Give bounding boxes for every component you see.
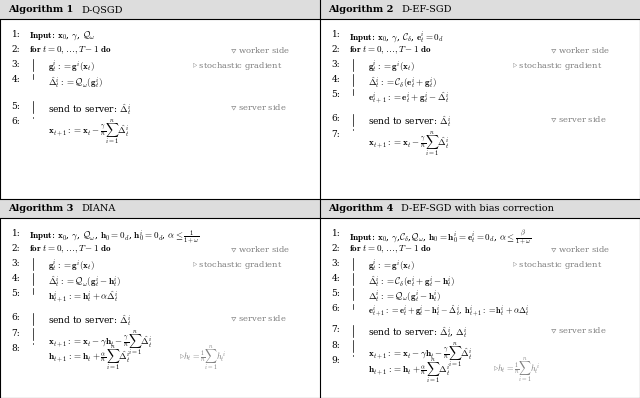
Text: $\mathbf{g}_t^i := \mathbf{g}^i(\mathbf{x}_t)$: $\mathbf{g}_t^i := \mathbf{g}^i(\mathbf{… bbox=[368, 60, 415, 76]
Text: 4:: 4: bbox=[332, 75, 340, 84]
Text: $\mathbf{e}_{t+1}^i := \mathbf{e}_t^i + \mathbf{g}_t^i - \hat{\Delta}_t^i$: $\mathbf{e}_{t+1}^i := \mathbf{e}_t^i + … bbox=[368, 90, 449, 105]
Text: $\mathbf{for}$ $t = 0,\ldots,T-1$ $\mathbf{do}$: $\mathbf{for}$ $t = 0,\ldots,T-1$ $\math… bbox=[29, 45, 112, 56]
Text: $\mathbf{e}_{t+1}^i := \mathbf{e}_t^i + \mathbf{g}_t^i - \mathbf{h}_t^i - \hat{\: $\mathbf{e}_{t+1}^i := \mathbf{e}_t^i + … bbox=[368, 304, 529, 320]
Text: 2:: 2: bbox=[12, 45, 20, 54]
Text: $\mathbf{h}_{t+1} := \mathbf{h}_t + \frac{\alpha}{n}\sum_{i=1}^n \hat{\Delta}_t^: $\mathbf{h}_{t+1} := \mathbf{h}_t + \fra… bbox=[48, 343, 131, 373]
Text: $\triangledown$ worker side: $\triangledown$ worker side bbox=[230, 45, 291, 55]
Text: 1:: 1: bbox=[332, 30, 340, 39]
Text: $\triangleright$ stochastic gradient: $\triangleright$ stochastic gradient bbox=[192, 259, 282, 271]
Text: 5:: 5: bbox=[12, 102, 20, 111]
Text: $\mathbf{Input}$: $\mathbf{x}_0$, $\gamma$, $\mathcal{C}_\delta$, $\mathbf{e}_t^: $\mathbf{Input}$: $\mathbf{x}_0$, $\gamm… bbox=[349, 30, 444, 45]
Text: 4:: 4: bbox=[12, 274, 20, 283]
Bar bbox=[0, 0, 320, 19]
Text: send to server: $\hat{\Delta}_t^i$: send to server: $\hat{\Delta}_t^i$ bbox=[48, 102, 131, 117]
Text: $\triangleright h_t = \frac{1}{n}\sum_{i=1}^n h_t^i$: $\triangleright h_t = \frac{1}{n}\sum_{i… bbox=[179, 343, 226, 372]
Text: $\hat{\Delta}_t^i := \mathcal{Q}_\omega(\mathbf{g}_t^i - \mathbf{h}_t^i)$: $\hat{\Delta}_t^i := \mathcal{Q}_\omega(… bbox=[48, 274, 121, 289]
Text: Algorithm 3: Algorithm 3 bbox=[8, 204, 73, 213]
Text: $\mathbf{Input}$: $\mathbf{x}_0$, $\gamma$,$\mathcal{C}_\delta$,$\mathcal{Q}_\om: $\mathbf{Input}$: $\mathbf{x}_0$, $\gamm… bbox=[349, 229, 531, 247]
Text: $\mathbf{g}_t^i := \mathbf{g}^i(\mathbf{x}_t)$: $\mathbf{g}_t^i := \mathbf{g}^i(\mathbf{… bbox=[48, 259, 95, 275]
Text: $\mathbf{x}_{t+1} := \mathbf{x}_t - \frac{\gamma}{n}\sum_{i=1}^n \hat{\Delta}_t^: $\mathbf{x}_{t+1} := \mathbf{x}_t - \fra… bbox=[368, 129, 450, 158]
Text: 6:: 6: bbox=[12, 313, 20, 322]
Text: 4:: 4: bbox=[332, 274, 340, 283]
Text: $\triangledown$ worker side: $\triangledown$ worker side bbox=[230, 244, 291, 254]
Bar bbox=[320, 199, 640, 218]
Text: $\mathbf{h}_{t+1}^i := \mathbf{h}_t^i + \alpha\hat{\Delta}_t^i$: $\mathbf{h}_{t+1}^i := \mathbf{h}_t^i + … bbox=[48, 289, 118, 304]
Text: $\mathbf{g}_t^i := \mathbf{g}^i(\mathbf{x}_t)$: $\mathbf{g}_t^i := \mathbf{g}^i(\mathbf{… bbox=[48, 60, 95, 76]
Text: 5:: 5: bbox=[332, 289, 340, 298]
Text: $\mathbf{h}_{t+1} := \mathbf{h}_t + \frac{\alpha}{n}\sum_{i=1}^n \Delta_t^i$: $\mathbf{h}_{t+1} := \mathbf{h}_t + \fra… bbox=[368, 356, 451, 384]
Text: 1:: 1: bbox=[332, 229, 340, 238]
Text: $\triangleright$ stochastic gradient: $\triangleright$ stochastic gradient bbox=[512, 259, 602, 271]
Text: 1:: 1: bbox=[12, 30, 20, 39]
Text: D-EF-SGD with bias correction: D-EF-SGD with bias correction bbox=[401, 204, 554, 213]
Text: $\mathbf{Input}$: $\mathbf{x}_0$, $\gamma$, $\mathcal{Q}_\omega$: $\mathbf{Input}$: $\mathbf{x}_0$, $\gamm… bbox=[29, 30, 95, 42]
Text: $\triangledown$ server side: $\triangledown$ server side bbox=[230, 102, 287, 112]
Text: 1:: 1: bbox=[12, 229, 20, 238]
Text: send to server: $\hat{\Delta}_t^i$: send to server: $\hat{\Delta}_t^i$ bbox=[48, 313, 131, 328]
Text: 8:: 8: bbox=[12, 343, 20, 353]
Text: DIANA: DIANA bbox=[81, 204, 116, 213]
Text: $\triangledown$ worker side: $\triangledown$ worker side bbox=[550, 244, 611, 254]
Text: $\mathbf{x}_{t+1} := \mathbf{x}_t - \gamma\mathbf{h}_t - \frac{\gamma}{n}\sum_{i: $\mathbf{x}_{t+1} := \mathbf{x}_t - \gam… bbox=[48, 328, 153, 357]
Text: $\hat{\Delta}_t^i := \mathcal{C}_\delta(\mathbf{e}_t^i + \mathbf{g}_t^i)$: $\hat{\Delta}_t^i := \mathcal{C}_\delta(… bbox=[368, 75, 436, 90]
Text: $\mathbf{x}_{t+1} := \mathbf{x}_t - \frac{\gamma}{n}\sum_{i=1}^n \hat{\Delta}_t^: $\mathbf{x}_{t+1} := \mathbf{x}_t - \fra… bbox=[48, 117, 130, 146]
Text: send to server: $\hat{\Delta}_t^i$: send to server: $\hat{\Delta}_t^i$ bbox=[368, 114, 451, 129]
Text: $\triangleright$ stochastic gradient: $\triangleright$ stochastic gradient bbox=[192, 60, 282, 72]
Text: Algorithm 4: Algorithm 4 bbox=[328, 204, 393, 213]
Text: $\mathbf{x}_{t+1} := \mathbf{x}_t - \gamma\mathbf{h}_t - \frac{\gamma}{n}\sum_{i: $\mathbf{x}_{t+1} := \mathbf{x}_t - \gam… bbox=[368, 341, 473, 369]
Text: 5:: 5: bbox=[332, 90, 340, 99]
Text: $\mathbf{for}$ $t = 0,\ldots,T-1$ $\mathbf{do}$: $\mathbf{for}$ $t = 0,\ldots,T-1$ $\math… bbox=[349, 45, 432, 56]
Text: 6:: 6: bbox=[332, 304, 340, 313]
Text: 5:: 5: bbox=[12, 289, 20, 298]
Text: 2:: 2: bbox=[332, 45, 340, 54]
Text: $\hat{\Delta}_t^i := \mathcal{C}_\delta(\mathbf{e}_t^i + \mathbf{g}_t^i - \mathb: $\hat{\Delta}_t^i := \mathcal{C}_\delta(… bbox=[368, 274, 455, 289]
Text: $\mathbf{Input}$: $\mathbf{x}_0$, $\gamma$, $\mathcal{Q}_\omega$, $\mathbf{h}_0 : $\mathbf{Input}$: $\mathbf{x}_0$, $\gamm… bbox=[29, 229, 200, 246]
Text: 7:: 7: bbox=[332, 326, 340, 334]
Text: $\triangledown$ worker side: $\triangledown$ worker side bbox=[550, 45, 611, 55]
Text: $\triangleright h_t = \frac{1}{n}\sum_{i=1}^n h_t^i$: $\triangleright h_t = \frac{1}{n}\sum_{i… bbox=[493, 356, 540, 384]
Text: 9:: 9: bbox=[332, 356, 340, 365]
Text: $\triangledown$ server side: $\triangledown$ server side bbox=[230, 313, 287, 323]
Text: send to server: $\hat{\Delta}_t^i$, $\Delta_t^i$: send to server: $\hat{\Delta}_t^i$, $\De… bbox=[368, 326, 468, 340]
Bar bbox=[0, 199, 320, 218]
Text: 3:: 3: bbox=[12, 259, 20, 268]
Text: $\triangledown$ server side: $\triangledown$ server side bbox=[550, 114, 607, 124]
Text: $\mathbf{g}_t^i := \mathbf{g}^i(\mathbf{x}_t)$: $\mathbf{g}_t^i := \mathbf{g}^i(\mathbf{… bbox=[368, 259, 415, 275]
Text: $\hat{\Delta}_t^i := \mathcal{Q}_\omega(\mathbf{g}_t^i)$: $\hat{\Delta}_t^i := \mathcal{Q}_\omega(… bbox=[48, 75, 103, 90]
Text: D-EF-SGD: D-EF-SGD bbox=[401, 5, 452, 14]
Text: $\triangleright$ stochastic gradient: $\triangleright$ stochastic gradient bbox=[512, 60, 602, 72]
Text: $\triangledown$ server side: $\triangledown$ server side bbox=[550, 326, 607, 336]
Text: 6:: 6: bbox=[332, 114, 340, 123]
Text: 7:: 7: bbox=[332, 129, 340, 139]
Text: 2:: 2: bbox=[332, 244, 340, 253]
Text: Algorithm 1: Algorithm 1 bbox=[8, 5, 73, 14]
Bar bbox=[320, 0, 640, 19]
Text: 7:: 7: bbox=[12, 328, 20, 338]
Text: 6:: 6: bbox=[12, 117, 20, 127]
Text: Algorithm 2: Algorithm 2 bbox=[328, 5, 393, 14]
Text: 8:: 8: bbox=[332, 341, 340, 349]
Text: 3:: 3: bbox=[12, 60, 20, 69]
Text: $\mathbf{for}$ $t = 0,\ldots,T-1$ $\mathbf{do}$: $\mathbf{for}$ $t = 0,\ldots,T-1$ $\math… bbox=[29, 244, 112, 255]
Text: D-QSGD: D-QSGD bbox=[81, 5, 123, 14]
Text: 3:: 3: bbox=[332, 259, 340, 268]
Text: 4:: 4: bbox=[12, 75, 20, 84]
Text: $\mathbf{for}$ $t = 0,\ldots,T-1$ $\mathbf{do}$: $\mathbf{for}$ $t = 0,\ldots,T-1$ $\math… bbox=[349, 244, 432, 255]
Text: $\Delta_t^i := \mathcal{Q}_\omega(\mathbf{g}_t^i - \mathbf{h}_t^i)$: $\Delta_t^i := \mathcal{Q}_\omega(\mathb… bbox=[368, 289, 441, 305]
Text: 3:: 3: bbox=[332, 60, 340, 69]
Text: 2:: 2: bbox=[12, 244, 20, 253]
